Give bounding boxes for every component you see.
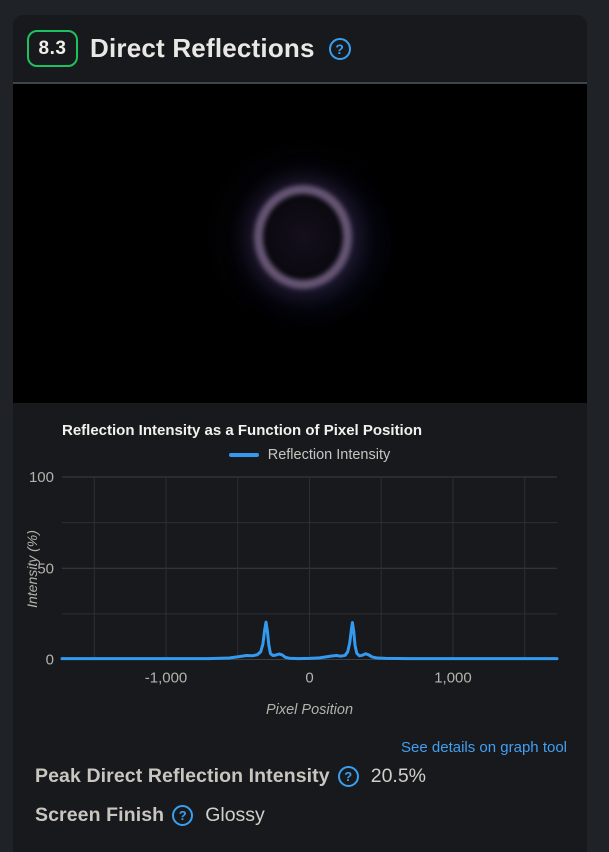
reflection-test-photo[interactable] <box>13 84 587 403</box>
screen-finish-value: Glossy <box>205 803 265 826</box>
x-axis-title: Pixel Position <box>265 702 354 718</box>
x-tick-label: 0 <box>305 670 313 687</box>
chart-title: Reflection Intensity as a Function of Pi… <box>62 422 423 439</box>
page-title: Direct Reflections <box>90 33 315 63</box>
graph-tool-link[interactable]: See details on graph tool <box>401 739 567 756</box>
peak-intensity-label: Peak Direct Reflection Intensity <box>35 764 330 787</box>
y-tick-label: 100 <box>29 469 54 486</box>
y-tick-label: 50 <box>37 560 54 577</box>
legend-label: Reflection Intensity <box>267 447 391 463</box>
reflection-ring <box>254 185 352 289</box>
x-tick-label: 1,000 <box>434 670 472 687</box>
direct-reflections-card: 8.3 Direct Reflections Reflection Intens… <box>13 15 587 852</box>
legend-line-swatch <box>228 453 259 457</box>
score-value: 8.3 <box>38 37 67 59</box>
question-circle-icon[interactable] <box>172 804 194 826</box>
y-tick-label: 0 <box>46 652 54 669</box>
peak-intensity-value: 20.5% <box>370 764 427 787</box>
section-header: 8.3 Direct Reflections <box>13 15 587 82</box>
score-badge: 8.3 <box>27 30 78 67</box>
header-divider <box>13 82 587 84</box>
chart-legend: Reflection Intensity <box>62 445 557 465</box>
screen-finish-row: Screen Finish Glossy <box>35 802 575 828</box>
question-circle-icon[interactable] <box>337 765 359 787</box>
reflection-intensity-chart[interactable]: 0 50 100 -1,000 0 1,000 <box>13 467 587 712</box>
question-circle-icon[interactable] <box>328 37 351 60</box>
reflection-intensity-line <box>60 620 559 661</box>
screen-finish-label: Screen Finish <box>35 803 165 826</box>
x-tick-label: -1,000 <box>145 670 188 687</box>
peak-intensity-row: Peak Direct Reflection Intensity 20.5% <box>35 763 575 789</box>
y-axis-title: Intensity (%) <box>24 530 40 608</box>
